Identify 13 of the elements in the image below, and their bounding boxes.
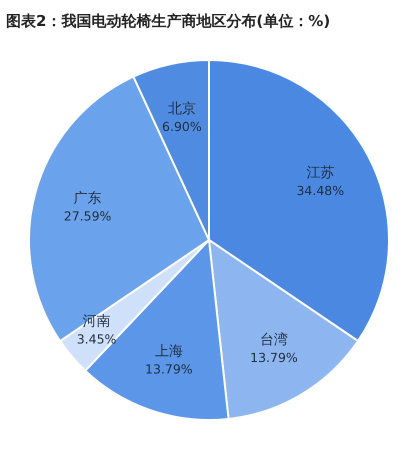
slice-label: 江苏: [306, 164, 334, 181]
data-label: 13.79%: [144, 361, 193, 376]
data-label: 3.45%: [76, 332, 117, 347]
slice-label: 台湾: [260, 332, 288, 348]
data-label: 27.59%: [64, 208, 112, 224]
slice-label: 北京: [168, 100, 196, 117]
chart-title: 图表2：我国电动轮椅生产商地区分布(单位：%): [6, 12, 330, 30]
slice-label: 河南: [82, 314, 111, 330]
data-label: 6.90%: [162, 118, 202, 134]
data-label: 13.79%: [250, 350, 298, 365]
data-label: 34.48%: [296, 182, 344, 198]
slice-label: 上海: [154, 343, 183, 360]
slice-label: 广东: [74, 190, 102, 206]
